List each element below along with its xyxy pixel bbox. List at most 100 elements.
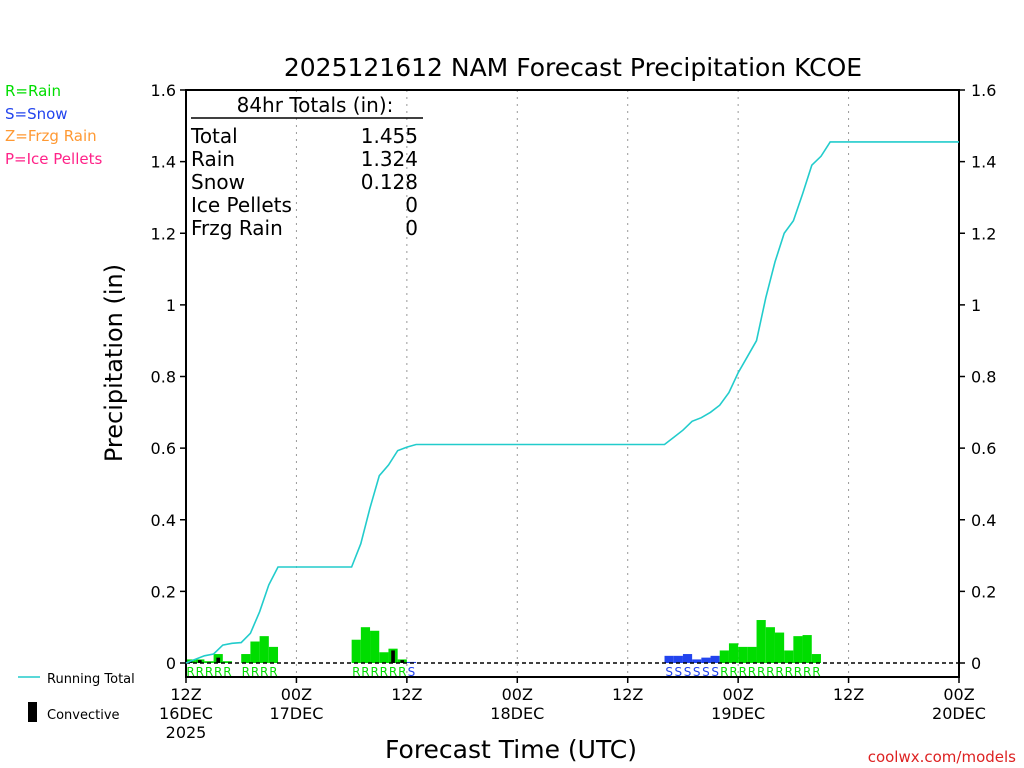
precip-type-marker: R — [398, 665, 406, 679]
totals-row-label: Ice Pellets — [191, 193, 292, 217]
precip-type-marker: R — [803, 665, 811, 679]
precip-type-marker: R — [269, 665, 277, 679]
convective-bar — [216, 657, 221, 663]
y-tick-label-left: 0.8 — [151, 368, 176, 387]
precip-type-marker: R — [196, 665, 204, 679]
precip-bar — [682, 654, 693, 663]
precip-type-marker: R — [242, 665, 250, 679]
y-tick-label-right: 1.6 — [971, 81, 996, 100]
precip-type-marker: S — [408, 665, 416, 679]
precip-bar — [811, 654, 821, 663]
precip-bar — [728, 643, 739, 663]
precip-bar — [664, 655, 674, 663]
y-tick-label-left: 0.4 — [151, 511, 176, 530]
y-tick-label-left: 0 — [166, 654, 176, 673]
totals-row-label: Snow — [191, 170, 245, 194]
precip-type-marker: S — [684, 665, 692, 679]
x-tick-label: 20DEC — [932, 704, 986, 723]
precip-bar — [692, 659, 702, 663]
precip-bar — [738, 646, 748, 663]
totals-box: 84hr Totals (in): Total 1.455 Rain 1.324 Sno… — [190, 93, 423, 240]
precip-bar — [351, 639, 361, 663]
precip-bar — [756, 620, 766, 663]
precip-bar — [802, 635, 812, 663]
x-axis-label: Forecast Time (UTC) — [385, 735, 637, 764]
precip-bar — [765, 627, 775, 663]
precip-type-marker: R — [223, 665, 231, 679]
precip-bar — [784, 650, 794, 663]
totals-row-value: 0.128 — [361, 170, 418, 194]
convective-legend-swatch — [28, 702, 37, 722]
legend-convective: Convective — [47, 708, 120, 723]
watermark: coolwx.com/models — [868, 748, 1016, 766]
precip-type-marker: R — [214, 665, 222, 679]
convective-bar — [391, 650, 395, 663]
legend-snow: S=Snow — [5, 105, 68, 123]
y-tick-label-left: 1.6 — [151, 81, 176, 100]
precip-type-marker: S — [693, 665, 701, 679]
precip-type-marker: S — [711, 665, 719, 679]
x-tick-label: 18DEC — [490, 704, 544, 723]
precip-type-marker: S — [665, 665, 673, 679]
precip-bar — [250, 641, 260, 663]
legend-running-total: Running Total — [47, 672, 135, 687]
legend-frzg: Z=Frzg Rain — [5, 127, 97, 145]
precip-bar — [774, 632, 785, 663]
precip-bar — [793, 636, 803, 663]
precip-bar — [673, 655, 683, 663]
precip-bar — [719, 650, 729, 663]
y-tick-label-right: 1.4 — [971, 153, 996, 172]
y-tick-label-left: 0.6 — [151, 439, 176, 458]
totals-row-value: 0 — [405, 216, 418, 240]
totals-row-value: 0 — [405, 193, 418, 217]
y-tick-label-left: 1 — [166, 296, 176, 315]
x-tick-label: 00Z — [502, 685, 533, 704]
totals-row-label: Total — [190, 124, 238, 148]
precip-type-marker: R — [739, 665, 747, 679]
totals-row-label: Frzg Rain — [191, 216, 283, 240]
precip-type-marker: R — [260, 665, 268, 679]
precip-bar — [360, 627, 371, 663]
precip-type-marker: R — [794, 665, 802, 679]
y-tick-label-left: 0.2 — [151, 582, 176, 601]
precip-bars — [186, 620, 821, 663]
y-tick-label-right: 0 — [971, 654, 981, 673]
totals-row-value: 1.455 — [361, 124, 418, 148]
totals-row-value: 1.324 — [361, 147, 418, 171]
x-tick-label: 2025 — [166, 723, 207, 742]
x-tick-label: 12Z — [612, 685, 643, 704]
x-tick-label: 00Z — [722, 685, 753, 704]
precip-type-marker: S — [702, 665, 710, 679]
precip-bar — [379, 652, 389, 663]
precip-type-marker: R — [785, 665, 793, 679]
y-tick-label-right: 1 — [971, 296, 981, 315]
chart-title: 2025121612 NAM Forecast Precipitation KC… — [284, 53, 862, 82]
precip-type-marker: R — [720, 665, 728, 679]
precip-type-marker: R — [766, 665, 774, 679]
precip-type-marker: R — [748, 665, 756, 679]
precip-type-marker: R — [812, 665, 820, 679]
precip-bar — [370, 630, 380, 663]
x-tick-label: 00Z — [943, 685, 974, 704]
convective-bar — [197, 660, 202, 663]
x-tick-label: 00Z — [281, 685, 312, 704]
precip-type-marker: R — [389, 665, 397, 679]
y-axis-label: Precipitation (in) — [100, 264, 128, 462]
legend-rain: R=Rain — [5, 82, 61, 100]
precip-type-marker: S — [675, 665, 683, 679]
precip-type-marker: R — [186, 665, 194, 679]
precip-type-marker: R — [380, 665, 388, 679]
y-tick-label-left: 1.4 — [151, 153, 176, 172]
precip-type-marker: R — [361, 665, 369, 679]
y-tick-label-left: 1.2 — [151, 224, 176, 243]
x-tick-label: 12Z — [391, 685, 422, 704]
y-tick-label-right: 0.4 — [971, 511, 996, 530]
precip-bar — [259, 636, 269, 663]
legend-ice: P=Ice Pellets — [5, 150, 102, 168]
y-axis-ticks: 0 00.2 0.20.4 0.40.6 0.60.8 0.81 11.2 1.21.4 1.4… — [151, 81, 997, 673]
precip-bar — [204, 661, 214, 663]
convective-bars — [188, 650, 405, 663]
y-tick-label-right: 0.2 — [971, 582, 996, 601]
